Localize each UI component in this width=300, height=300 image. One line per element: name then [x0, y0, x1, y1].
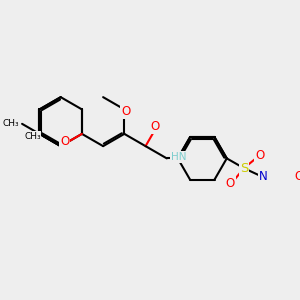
Text: CH₃: CH₃ [3, 119, 20, 128]
Text: O: O [294, 170, 300, 183]
Text: O: O [60, 135, 69, 148]
Text: N: N [259, 170, 268, 183]
Text: HN: HN [171, 152, 186, 162]
Text: O: O [121, 105, 130, 118]
Text: CH₃: CH₃ [24, 132, 41, 141]
Text: S: S [240, 162, 248, 175]
Text: O: O [226, 177, 235, 190]
Text: O: O [151, 120, 160, 133]
Text: O: O [255, 148, 265, 162]
